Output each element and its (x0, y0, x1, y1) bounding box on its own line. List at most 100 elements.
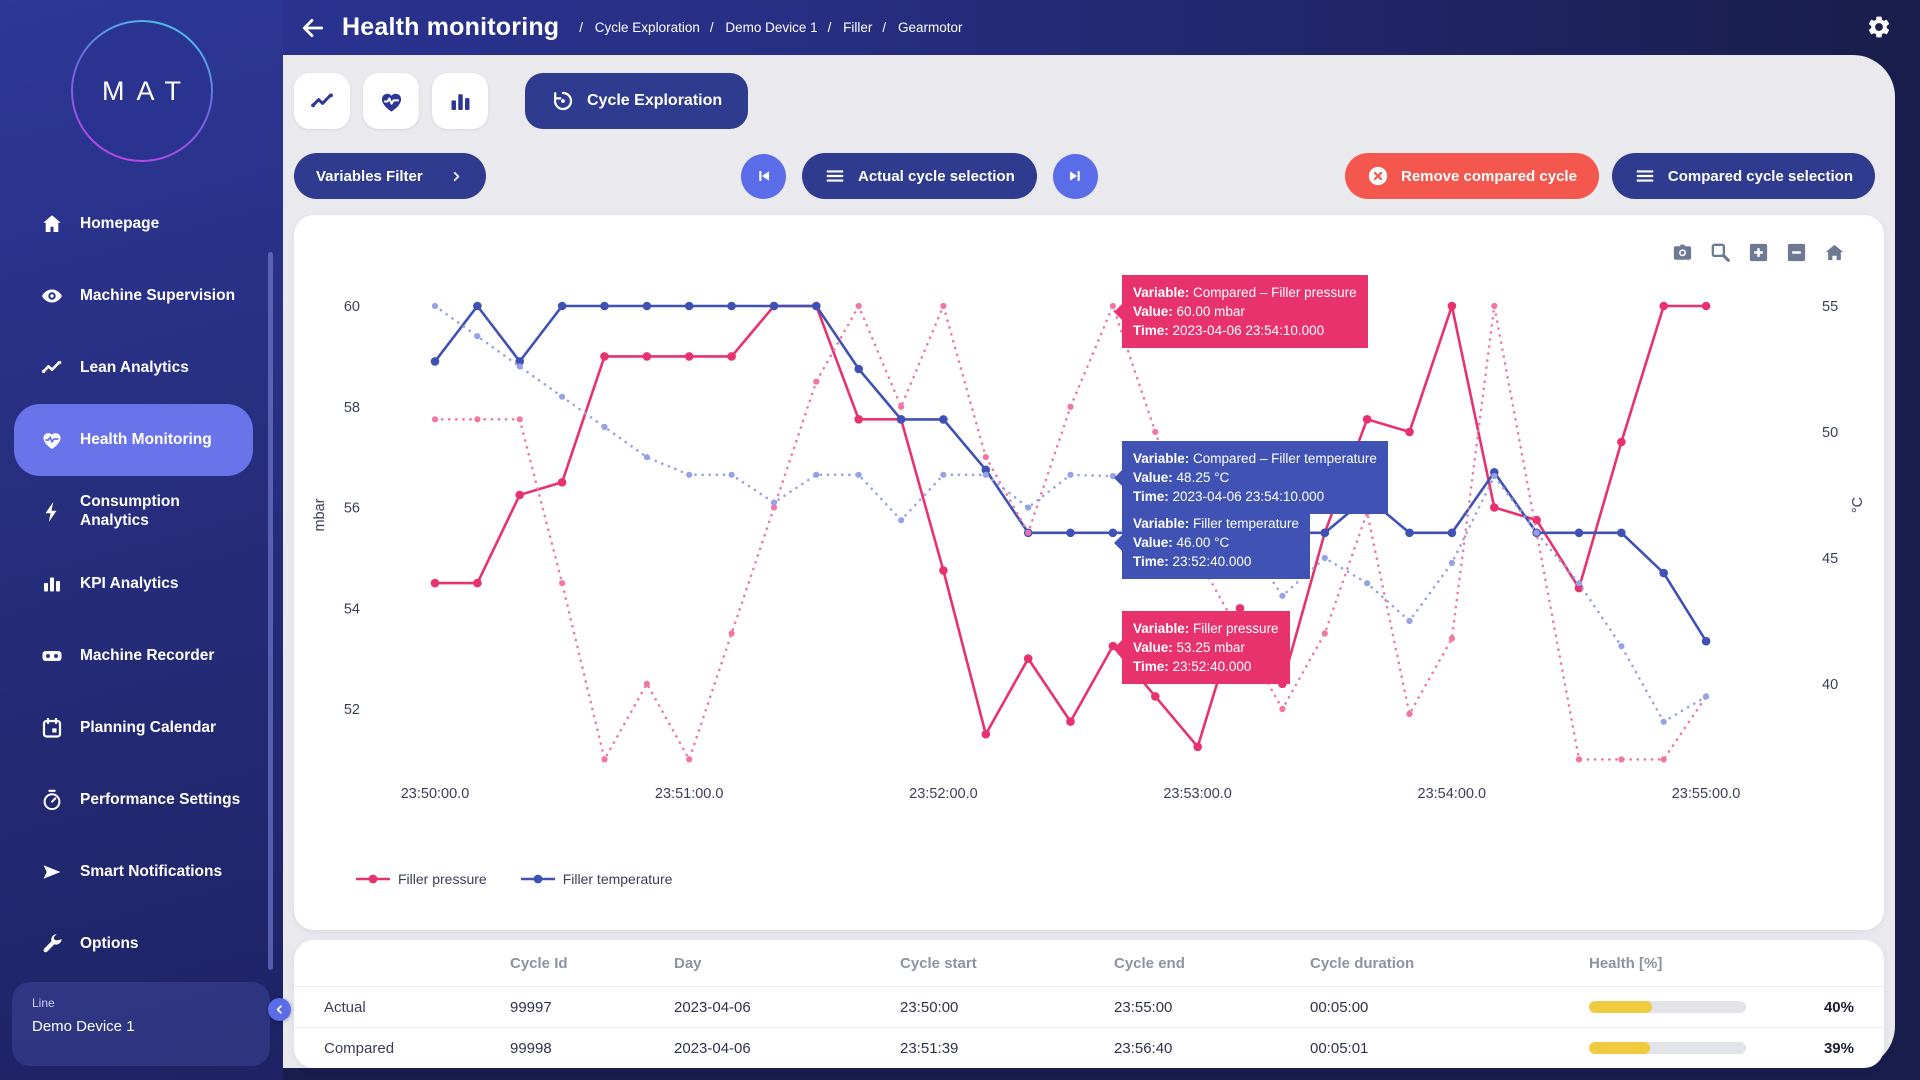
sidebar-item-label: Planning Calendar (80, 718, 217, 736)
actual-cycle-selection-button[interactable]: Actual cycle selection (802, 153, 1037, 199)
health-view-button[interactable] (363, 73, 419, 129)
sidebar-item-planning-calendar[interactable]: Planning Calendar (14, 692, 253, 764)
home-reset-icon[interactable] (1823, 241, 1846, 264)
legend-item-filler-pressure[interactable]: Filler pressure (356, 871, 487, 887)
legend-line-icon (520, 874, 555, 884)
skip-next-icon (1070, 171, 1080, 181)
trend-view-button[interactable] (294, 73, 350, 129)
col-cycle-end: Cycle end (1114, 954, 1185, 972)
settings-gear-icon[interactable] (1866, 14, 1892, 40)
tooltip-variable: Filler pressure (1193, 621, 1279, 636)
cycle-table-card: Cycle Id Day Cycle start Cycle end Cycle… (294, 940, 1884, 1068)
page-title: Health monitoring (342, 13, 560, 41)
sidebar-item-kpi-analytics[interactable]: KPI Analytics (14, 548, 253, 620)
camera-icon[interactable] (1671, 241, 1694, 264)
next-cycle-button[interactable] (1052, 153, 1098, 199)
tooltip-variable: Filler temperature (1193, 516, 1299, 531)
health-progress-bar (1589, 1001, 1746, 1013)
breadcrumb-item[interactable]: Demo Device 1 (710, 20, 817, 35)
x-axis-tick: 23:55:00.0 (1672, 786, 1741, 802)
cycle-chart[interactable]: 60 58 56 54 52 mbar 55 50 45 40 °C 23:50:00.0 23:51:… (294, 215, 1884, 855)
sidebar-item-label: Health Monitoring (80, 430, 212, 448)
main-panel: Cycle Exploration Variables Filter Actua… (283, 55, 1895, 1068)
y-left-axis-label: mbar (312, 498, 328, 531)
chart-modebar (1671, 241, 1846, 264)
table-row-compared: Compared 99998 2023-04-06 23:51:39 23:56… (294, 1027, 1884, 1068)
col-cycle-start: Cycle start (900, 954, 977, 972)
sidebar-item-machine-supervision[interactable]: Machine Supervision (14, 260, 253, 332)
breadcrumb: Cycle Exploration Demo Device 1 Filler G… (579, 20, 963, 35)
sidebar-item-options[interactable]: Options (14, 908, 253, 980)
variables-filter-label: Variables Filter (316, 167, 423, 185)
y-right-tick: 50 (1822, 425, 1838, 441)
sidebar-item-label: Lean Analytics (80, 358, 189, 376)
calendar-icon (40, 716, 64, 740)
heart-pulse-icon (381, 93, 401, 112)
zoom-out-icon[interactable] (1785, 241, 1808, 264)
tooltip-variable: Compared – Filler temperature (1193, 451, 1377, 466)
sidebar-item-machine-recorder[interactable]: Machine Recorder (14, 620, 253, 692)
legend-item-filler-temperature[interactable]: Filler temperature (520, 871, 672, 887)
sidebar-item-label: Consumption Analytics (80, 493, 180, 529)
previous-cycle-button[interactable] (741, 153, 786, 199)
sidebar-collapse-button[interactable] (268, 998, 291, 1021)
sidebar-item-label: Machine Supervision (80, 286, 236, 304)
variables-filter-button[interactable]: Variables Filter (294, 153, 486, 199)
chart-tooltip-filler-pressure: Variable: Filler pressure Value: 53.25 m… (1114, 611, 1290, 684)
gauge-icon (40, 788, 64, 812)
sidebar-item-health-monitoring[interactable]: Health Monitoring (14, 404, 253, 476)
table-row-actual: Actual 99997 2023-04-06 23:50:00 23:55:0… (294, 986, 1884, 1027)
cell-cycle-duration: 00:05:01 (1310, 1039, 1369, 1057)
y-left-tick: 54 (344, 601, 360, 617)
skip-previous-icon (758, 171, 769, 181)
breadcrumb-item[interactable]: Filler (828, 20, 872, 35)
col-cycle-id: Cycle Id (510, 954, 568, 972)
health-progress-bar (1589, 1042, 1746, 1054)
x-axis-tick: 23:53:00.0 (1163, 786, 1232, 802)
health-cell: 40% (1589, 999, 1854, 1016)
y-right-tick: 45 (1822, 551, 1838, 567)
sidebar-scrollbar[interactable] (268, 252, 273, 970)
table-header-row: Cycle Id Day Cycle start Cycle end Cycle… (294, 940, 1884, 986)
sidebar-item-label: Smart Notifications (80, 862, 223, 880)
cell-cycle-start: 23:51:39 (900, 1039, 959, 1057)
sidebar-item-lean-analytics[interactable]: Lean Analytics (14, 332, 253, 404)
sidebar-item-performance-settings[interactable]: Performance Settings (14, 764, 253, 836)
device-card[interactable]: Line Demo Device 1 (12, 982, 270, 1066)
tooltip-variable: Compared – Filler pressure (1193, 285, 1357, 300)
recorder-icon (40, 644, 64, 668)
sidebar-item-label: Machine Recorder (80, 646, 215, 664)
y-left-tick: 56 (344, 501, 360, 517)
kpi-view-button[interactable] (432, 73, 488, 129)
zoom-box-icon[interactable] (1709, 241, 1732, 264)
tooltip-value: 60.00 mbar (1176, 304, 1245, 319)
cell-cycle-id: 99998 (510, 1039, 552, 1057)
col-health: Health [%] (1589, 954, 1663, 972)
series-filler-temperature (430, 301, 1711, 646)
chart-legend: Filler pressure Filler temperature (356, 871, 672, 887)
history-icon (553, 91, 573, 111)
chevron-left-icon (276, 1005, 282, 1014)
chart-tooltip-filler-temperature: Variable: Filler temperature Value: 46.0… (1114, 506, 1310, 579)
zoom-in-icon[interactable] (1747, 241, 1770, 264)
compared-cycle-selection-button[interactable]: Compared cycle selection (1611, 153, 1875, 199)
actual-cycle-label: Actual cycle selection (858, 167, 1015, 185)
sidebar-item-homepage[interactable]: Homepage (14, 188, 253, 260)
remove-compared-label: Remove compared cycle (1401, 167, 1577, 185)
remove-compared-cycle-button[interactable]: Remove compared cycle (1345, 153, 1599, 199)
sidebar-item-smart-notifications[interactable]: Smart Notifications (14, 836, 253, 908)
home-icon (40, 212, 64, 236)
health-percent: 39% (1823, 1039, 1854, 1057)
sidebar-item-consumption-analytics[interactable]: Consumption Analytics (14, 476, 253, 548)
cell-cycle-id: 99997 (510, 998, 552, 1016)
send-icon (40, 860, 64, 884)
cycle-exploration-tab[interactable]: Cycle Exploration (525, 73, 749, 129)
tooltip-time: 23:52:40.000 (1172, 554, 1252, 569)
cell-cycle-start: 23:50:00 (900, 998, 959, 1016)
breadcrumb-item[interactable]: Cycle Exploration (579, 20, 700, 35)
tooltip-time: 2023-04-06 23:54:10.000 (1172, 489, 1325, 504)
back-arrow-icon[interactable] (300, 15, 326, 41)
breadcrumb-item[interactable]: Gearmotor (882, 20, 963, 35)
chart-tooltip-compared-temperature: Variable: Compared – Filler temperature … (1114, 441, 1388, 514)
sidebar-item-label: KPI Analytics (80, 574, 179, 592)
